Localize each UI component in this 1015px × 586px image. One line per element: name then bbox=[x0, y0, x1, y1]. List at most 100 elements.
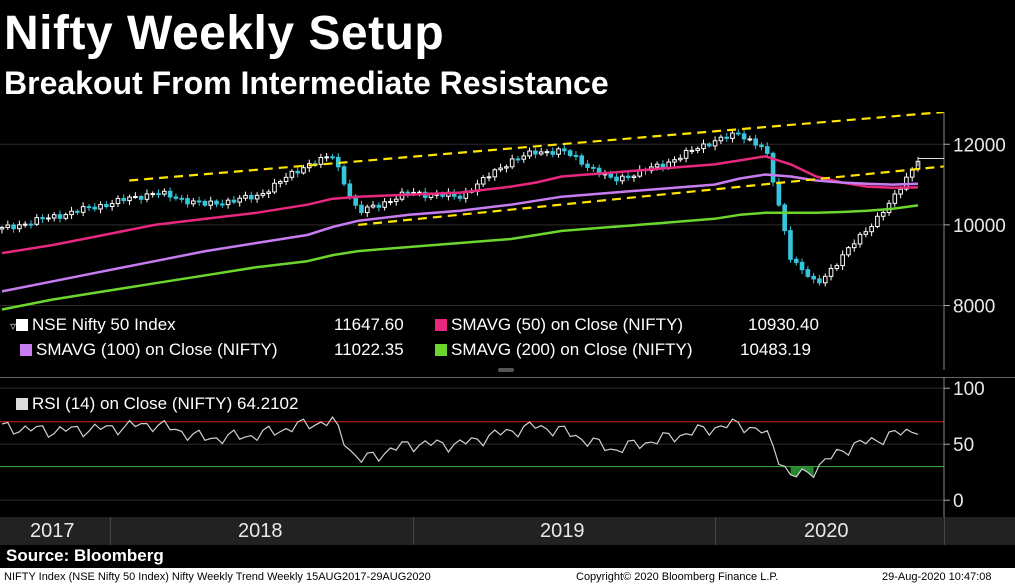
rsi-line bbox=[1, 416, 919, 479]
candle-body bbox=[92, 206, 98, 210]
candle-body bbox=[706, 143, 712, 147]
sma100-legend-name: SMAVG (100) on Close (NIFTY) bbox=[36, 340, 278, 359]
candle-body bbox=[330, 156, 335, 159]
candle-body bbox=[579, 155, 585, 165]
candle-body bbox=[289, 170, 295, 178]
candle-body bbox=[776, 181, 782, 206]
candle-body bbox=[556, 148, 561, 155]
candle-body bbox=[364, 206, 370, 214]
sma50-swatch bbox=[435, 319, 447, 331]
sma100-legend-value: 11022.35 bbox=[334, 340, 404, 359]
candle-body bbox=[892, 193, 898, 204]
channel-trendlines bbox=[129, 112, 945, 226]
moving-average-lines bbox=[1, 155, 919, 311]
candle-body bbox=[0, 226, 5, 230]
candle-body bbox=[625, 175, 631, 178]
source-label: Source: Bloomberg bbox=[6, 546, 164, 565]
candle-body bbox=[115, 197, 121, 205]
candle-body bbox=[359, 204, 364, 214]
sma200-legend-value: 10483.19 bbox=[740, 340, 811, 359]
candle-body bbox=[567, 150, 573, 156]
candle-body bbox=[109, 203, 115, 208]
rsi-tick-label-100: 100 bbox=[953, 379, 985, 400]
year-separator bbox=[413, 517, 414, 545]
candle-body bbox=[382, 201, 387, 208]
rsi-grid bbox=[0, 387, 944, 501]
candle-body bbox=[150, 193, 156, 196]
candle-body bbox=[527, 150, 532, 157]
candle-body bbox=[75, 210, 80, 213]
candle-body bbox=[266, 191, 271, 195]
year-label-2017: 2017 bbox=[30, 520, 75, 542]
chart-subtitle: Breakout From Intermediate Resistance bbox=[4, 65, 609, 101]
candle-body bbox=[788, 230, 793, 260]
candle-body bbox=[822, 275, 828, 284]
candle-body bbox=[724, 136, 729, 139]
candle-body bbox=[533, 150, 538, 155]
footer-description: NIFTY Index (NSE Nifty 50 Index) Nifty W… bbox=[4, 571, 431, 583]
rsi-axis: 100 50 0 bbox=[943, 377, 985, 517]
sma200-swatch bbox=[435, 344, 447, 356]
candle-body bbox=[237, 197, 242, 203]
candle-body bbox=[376, 204, 382, 208]
candle-body bbox=[63, 214, 69, 219]
legend-rsi: RSI (14) on Close (NIFTY) 64.2102 bbox=[16, 393, 298, 415]
candle-body bbox=[689, 149, 695, 152]
candle-body bbox=[104, 204, 109, 208]
price-legend-value: 11647.60 bbox=[334, 315, 404, 334]
candle-body bbox=[248, 194, 254, 200]
candle-body bbox=[185, 198, 190, 205]
candle-body bbox=[318, 156, 324, 165]
candle-body bbox=[295, 170, 300, 174]
sma50-legend-name: SMAVG (50) on Close (NIFTY) bbox=[451, 315, 684, 334]
candle-body bbox=[173, 196, 179, 199]
price-tick-label-10000: 10000 bbox=[953, 216, 1006, 237]
candle-body bbox=[457, 195, 463, 199]
candle-body bbox=[747, 138, 753, 141]
time-axis: 2017 2018 2019 2020 bbox=[0, 517, 1015, 545]
candle-body bbox=[851, 243, 857, 249]
candle-body bbox=[121, 197, 127, 202]
upper-trendline bbox=[129, 112, 945, 182]
sma100-swatch bbox=[20, 344, 32, 356]
candle-body bbox=[34, 217, 40, 225]
year-separator bbox=[110, 517, 111, 545]
candle-body bbox=[156, 193, 161, 196]
chart-title: Nifty Weekly Setup bbox=[4, 7, 445, 60]
footer-timestamp: 29-Aug-2020 10:47:08 bbox=[882, 571, 992, 583]
candle-body bbox=[127, 196, 132, 202]
rsi-oversold-fill bbox=[790, 466, 814, 478]
candle-body bbox=[498, 167, 503, 171]
footer-bar: NIFTY Index (NSE Nifty 50 Index) Nifty W… bbox=[0, 568, 1015, 586]
candle-body bbox=[17, 224, 22, 230]
candle-body bbox=[660, 163, 666, 168]
rsi-legend-name: RSI (14) on Close (NIFTY) bbox=[32, 394, 233, 413]
candle-body bbox=[347, 183, 353, 197]
price-tick-label-12000: 12000 bbox=[953, 135, 1006, 156]
candle-body bbox=[857, 233, 863, 245]
candle-body bbox=[799, 261, 805, 271]
candle-body bbox=[69, 210, 74, 216]
footer-copyright: Copyright© 2020 Bloomberg Finance L.P. bbox=[576, 571, 779, 583]
candle-body bbox=[880, 212, 886, 217]
legend-sma50: SMAVG (50) on Close (NIFTY) bbox=[435, 314, 683, 336]
candle-body bbox=[875, 215, 880, 228]
legend-sma200: SMAVG (200) on Close (NIFTY) bbox=[435, 339, 693, 361]
year-label-2020: 2020 bbox=[804, 520, 849, 542]
sma200-line bbox=[1, 204, 919, 311]
candle-body bbox=[678, 157, 683, 161]
candle-body bbox=[98, 204, 103, 210]
candle-body bbox=[191, 200, 196, 205]
candle-body bbox=[388, 201, 393, 204]
candle-body bbox=[167, 190, 173, 198]
year-separator bbox=[715, 517, 716, 545]
lower-trendline bbox=[358, 165, 945, 226]
pane-splitter[interactable] bbox=[498, 368, 514, 372]
candle-body bbox=[828, 267, 834, 277]
candle-body bbox=[144, 193, 150, 200]
rsi-chart: 100 50 0 bbox=[0, 377, 1015, 517]
candle-body bbox=[480, 177, 486, 185]
candle-body bbox=[759, 144, 764, 148]
rsi-legend-value: 64.2102 bbox=[237, 394, 299, 413]
candle-body bbox=[324, 156, 329, 159]
